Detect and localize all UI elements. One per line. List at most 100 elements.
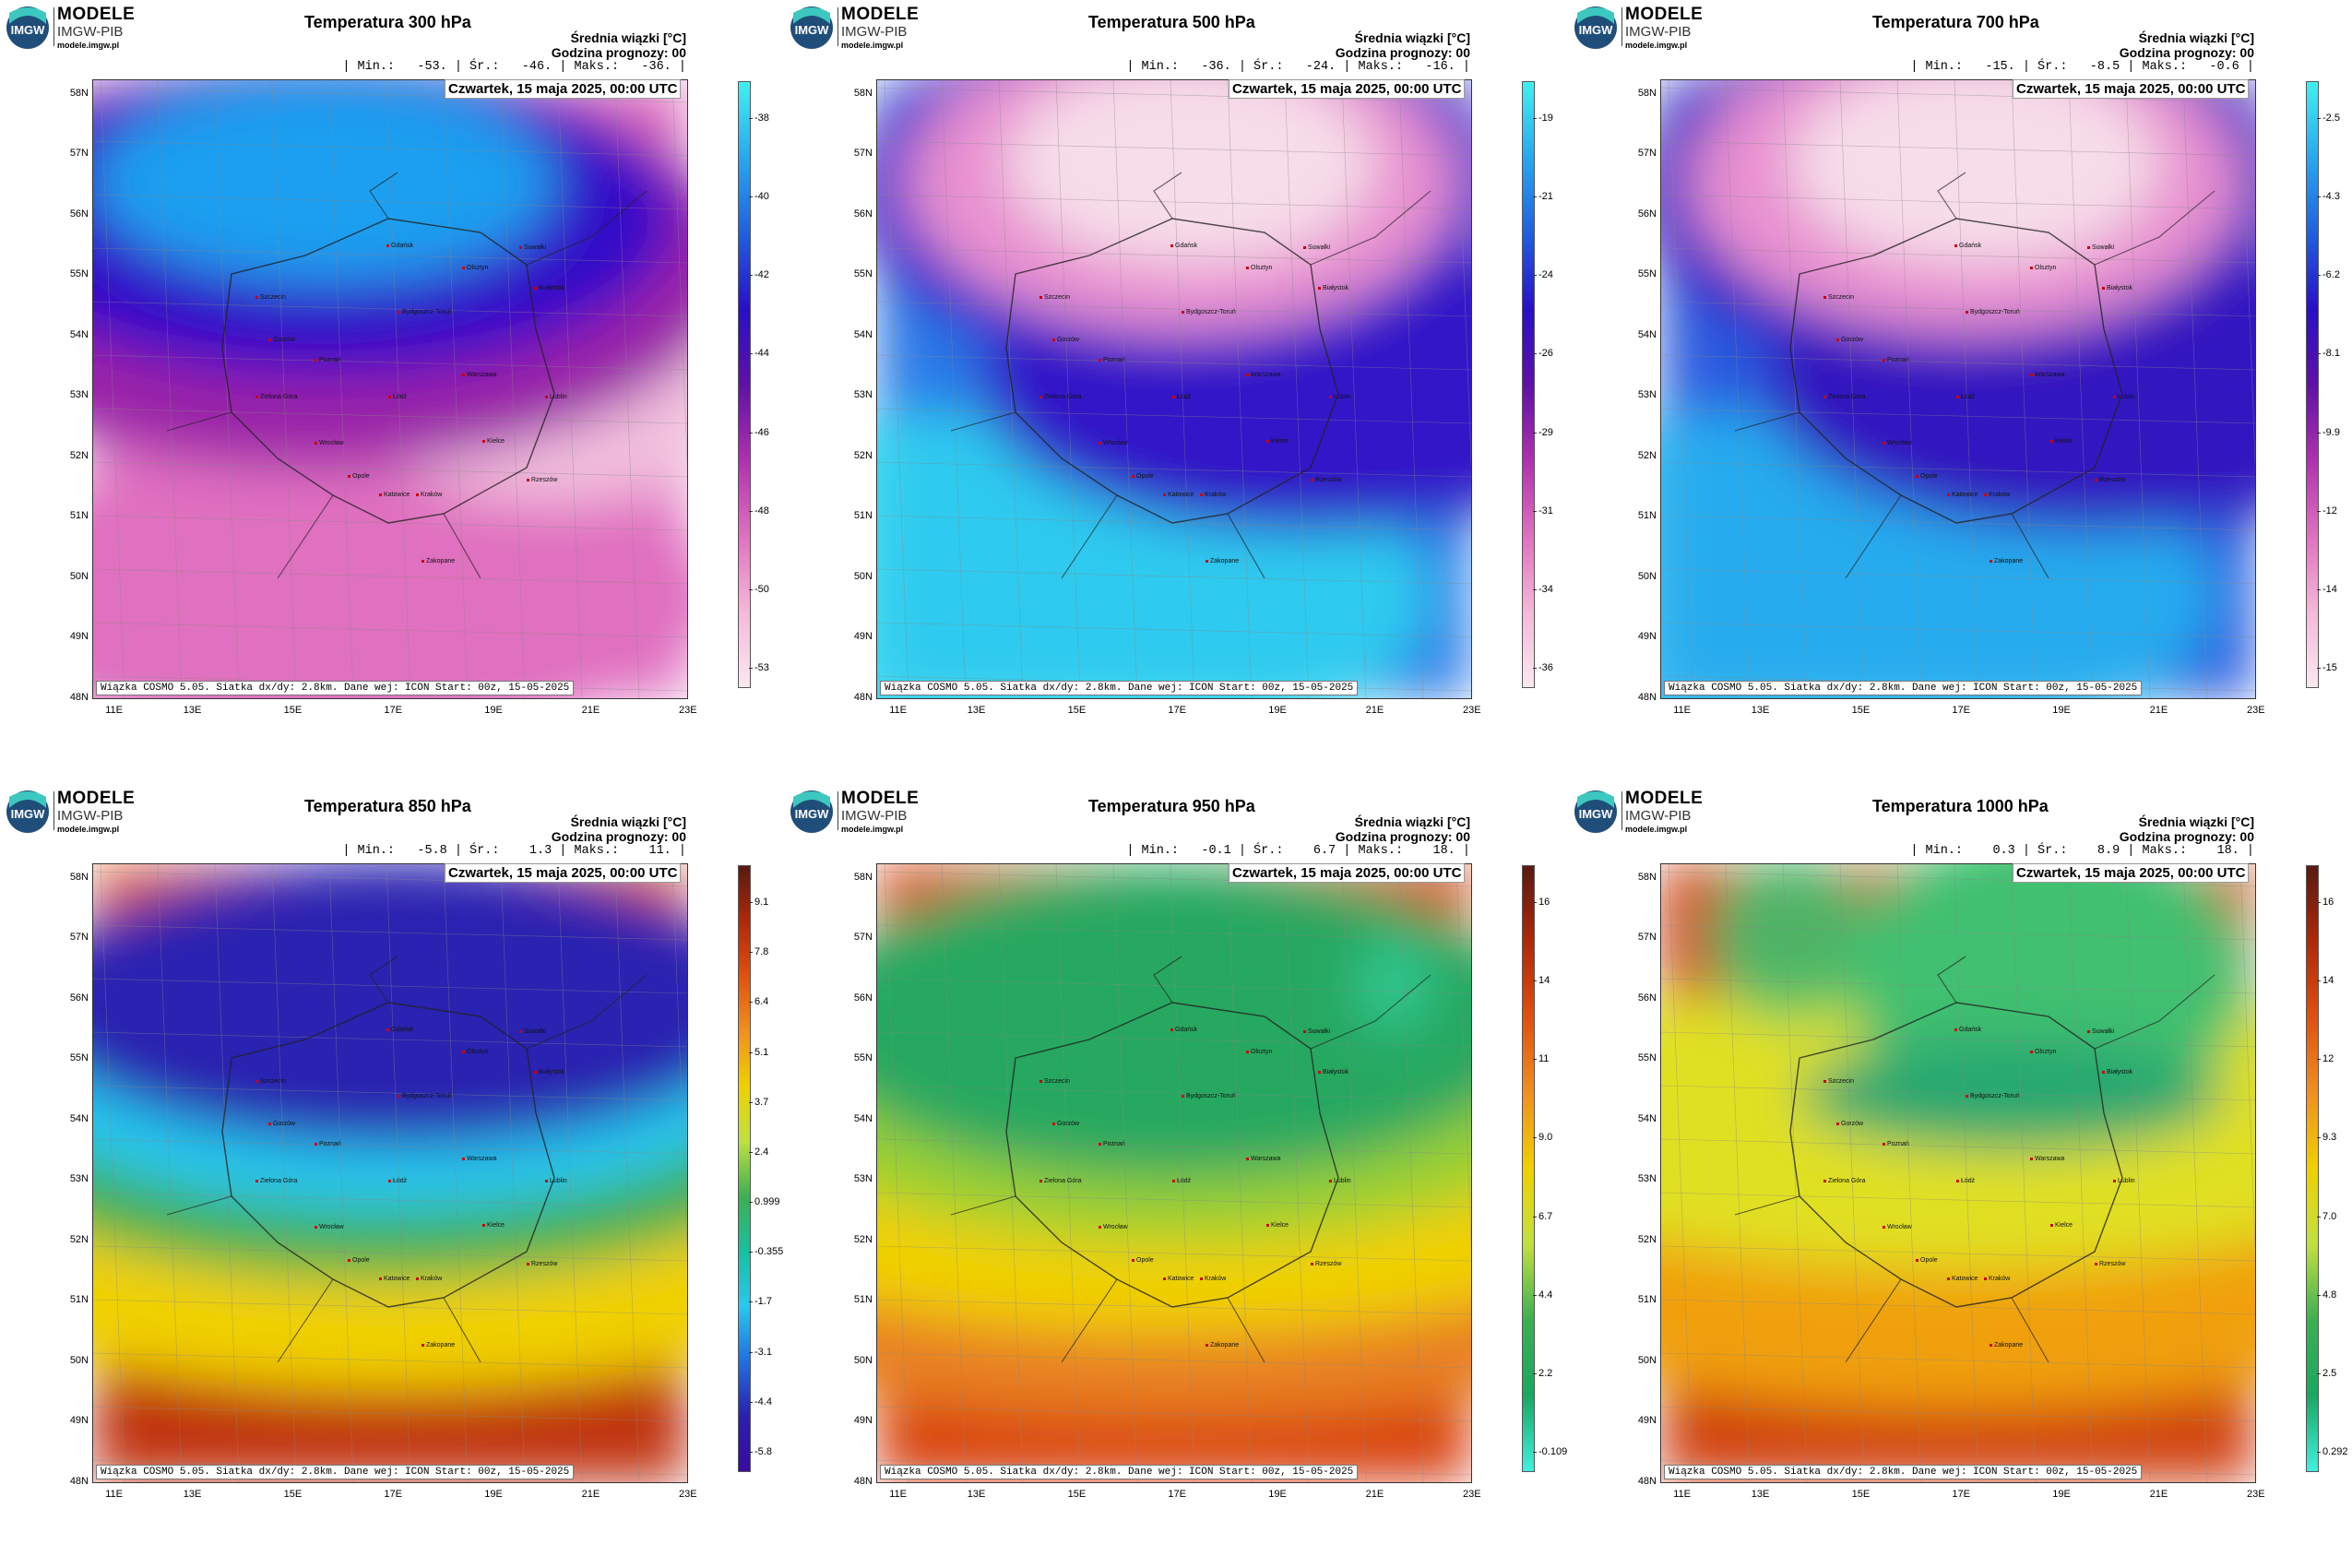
mean-label: Średnia wiązki [°C] — [570, 30, 686, 45]
panel-title: Temperatura 700 hPa — [1872, 13, 2039, 31]
city-label: Rzeszów — [2095, 477, 2125, 483]
colorbar-tick-label: -15 — [2322, 662, 2337, 673]
latitude-label: 50N — [853, 1354, 873, 1366]
colorbar-tick-label: 2.5 — [2322, 1367, 2337, 1379]
colorbar-tick-label: 4.8 — [2322, 1289, 2337, 1301]
colorbar-tick-mark — [2317, 353, 2321, 355]
colorbar-tick-label: -53 — [754, 662, 769, 673]
city-label: Kielce — [482, 1222, 505, 1229]
brand-institute: IMGW-PIB — [1625, 808, 1692, 824]
model-footer: Wiązka COSMO 5.05. Siatka dx/dy: 2.8km. … — [880, 1465, 1359, 1479]
colorbar-tick-label: 4.4 — [1538, 1289, 1553, 1301]
colorbar-tick-label: 0.999 — [754, 1196, 780, 1208]
city-label: Poznań — [1883, 1141, 1909, 1147]
colorbar — [1522, 865, 1535, 1472]
colorbar-tick-label: -44 — [754, 348, 769, 360]
latitude-label: 53N — [69, 389, 89, 401]
longitude-label: 15E — [1851, 705, 1871, 716]
colorbar-tick-mark — [2317, 275, 2321, 277]
latitude-label: 57N — [69, 932, 89, 944]
city-label: Gdańsk — [1954, 243, 1981, 249]
longitude-label: 11E — [889, 1489, 907, 1500]
stats-line: | Min.: -36. | Śr.: -24. | Maks.: -16. | — [1126, 60, 1470, 74]
imgw-logo-icon: IMGW — [790, 6, 833, 49]
city-label: Rzeszów — [527, 477, 557, 483]
longitude-label: 11E — [105, 1489, 123, 1500]
stats-block: Średnia wiązki [°C] Godzina prognozy: 00… — [1910, 814, 2254, 859]
latitude-label: 51N — [69, 1294, 89, 1306]
colorbar-tick-mark — [1533, 275, 1537, 277]
colorbar-tick-label: 9.3 — [2322, 1132, 2337, 1144]
imgw-logo-icon: IMGW — [1574, 790, 1617, 833]
latitude-label: 48N — [1637, 1475, 1657, 1487]
latitude-label: 48N — [69, 1475, 89, 1487]
city-label: Łódź — [1956, 394, 1975, 400]
longitude-label: 13E — [967, 705, 986, 716]
longitude-label: 23E — [2247, 705, 2265, 716]
city-label: Katowice — [1947, 492, 1978, 498]
brand-name: MODELE — [57, 5, 136, 24]
city-label: Gdańsk — [1170, 243, 1197, 249]
city-label: Gdańsk — [1170, 1027, 1197, 1033]
colorbar-tick-mark — [749, 432, 753, 434]
longitude-label: 21E — [1365, 1489, 1384, 1500]
longitude-label: 11E — [1673, 705, 1691, 716]
colorbar-tick-label: 14 — [2322, 975, 2334, 987]
stats-line: | Min.: -0.1 | Śr.: 6.7 | Maks.: 18. | — [1126, 844, 1470, 858]
latitude-label: 54N — [853, 328, 873, 340]
latitude-label: 53N — [1637, 1173, 1657, 1185]
svg-text:IMGW: IMGW — [795, 807, 830, 821]
city-label: Szczecin — [1823, 294, 1854, 301]
latitude-label: 58N — [1637, 871, 1657, 883]
colorbar-tick-label: -21 — [1538, 191, 1553, 203]
latitude-label: 56N — [1637, 208, 1657, 220]
map-panel: IMGW MODELE IMGW-PIB modele.imgw.pl Temp… — [0, 0, 784, 784]
brand-block: MODELE IMGW-PIB modele.imgw.pl — [841, 6, 919, 50]
city-label: Suwałki — [519, 244, 546, 251]
latitude-label: 57N — [1637, 932, 1657, 944]
map-background — [1661, 80, 2255, 698]
city-label: Zakopane — [1206, 1342, 1239, 1348]
latitude-label: 49N — [69, 631, 89, 643]
city-label: Zakopane — [1990, 1342, 2023, 1348]
model-footer: Wiązka COSMO 5.05. Siatka dx/dy: 2.8km. … — [96, 681, 575, 695]
latitude-label: 49N — [853, 1415, 873, 1427]
city-label: Poznań — [315, 1141, 341, 1147]
city-label: Zakopane — [422, 1342, 455, 1348]
colorbar-tick-mark — [2317, 196, 2321, 198]
city-label: Gorzów — [1052, 1121, 1079, 1127]
panel-title: Temperatura 850 hPa — [304, 797, 471, 815]
longitude-label: 21E — [1365, 705, 1384, 716]
colorbar-tick-mark — [2317, 980, 2321, 982]
city-label: Suwałki — [1303, 1028, 1330, 1035]
latitude-label: 56N — [853, 208, 873, 220]
colorbar-tick-mark — [2317, 1137, 2321, 1139]
latitude-label: 53N — [1637, 389, 1657, 401]
colorbar-tick-label: -36 — [1538, 662, 1553, 673]
city-label: Warszawa — [1246, 1156, 1280, 1162]
colorbar-tick-label: -0.355 — [754, 1246, 784, 1258]
latitude-label: 49N — [1637, 1415, 1657, 1427]
colorbar-tick-mark — [2317, 1294, 2321, 1296]
city-label: Suwałki — [2087, 1028, 2114, 1035]
city-label: Suwałki — [519, 1028, 546, 1035]
longitude-label: 21E — [581, 1489, 600, 1500]
city-label: Gorzów — [1836, 1121, 1863, 1127]
latitude-label: 55N — [853, 268, 873, 280]
latitude-label: 51N — [1637, 510, 1657, 522]
colorbar-tick-mark — [749, 510, 753, 512]
stats-line: | Min.: 0.3 | Śr.: 8.9 | Maks.: 18. | — [1910, 844, 2254, 858]
stats-block: Średnia wiązki [°C] Godzina prognozy: 00… — [342, 30, 686, 75]
city-label: Opole — [1132, 1257, 1154, 1264]
temperature-map: Gdańsk Olsztyn Suwałki Białystok Szczecin Byd… — [1660, 863, 2256, 1483]
longitude-label: 23E — [2247, 1489, 2265, 1500]
forecast-hour: Godzina prognozy: 00 — [551, 828, 686, 844]
colorbar-tick-label: -34 — [1538, 583, 1553, 595]
model-footer: Wiązka COSMO 5.05. Siatka dx/dy: 2.8km. … — [880, 681, 1359, 695]
latitude-label: 54N — [1637, 1112, 1657, 1124]
mean-label: Średnia wiązki [°C] — [1354, 30, 1470, 45]
city-label: Szczecin — [1039, 1078, 1070, 1085]
colorbar-tick-mark — [2317, 1059, 2321, 1061]
colorbar-tick-mark — [749, 275, 753, 277]
forecast-date: Czwartek, 15 maja 2025, 00:00 UTC — [1229, 863, 1466, 883]
